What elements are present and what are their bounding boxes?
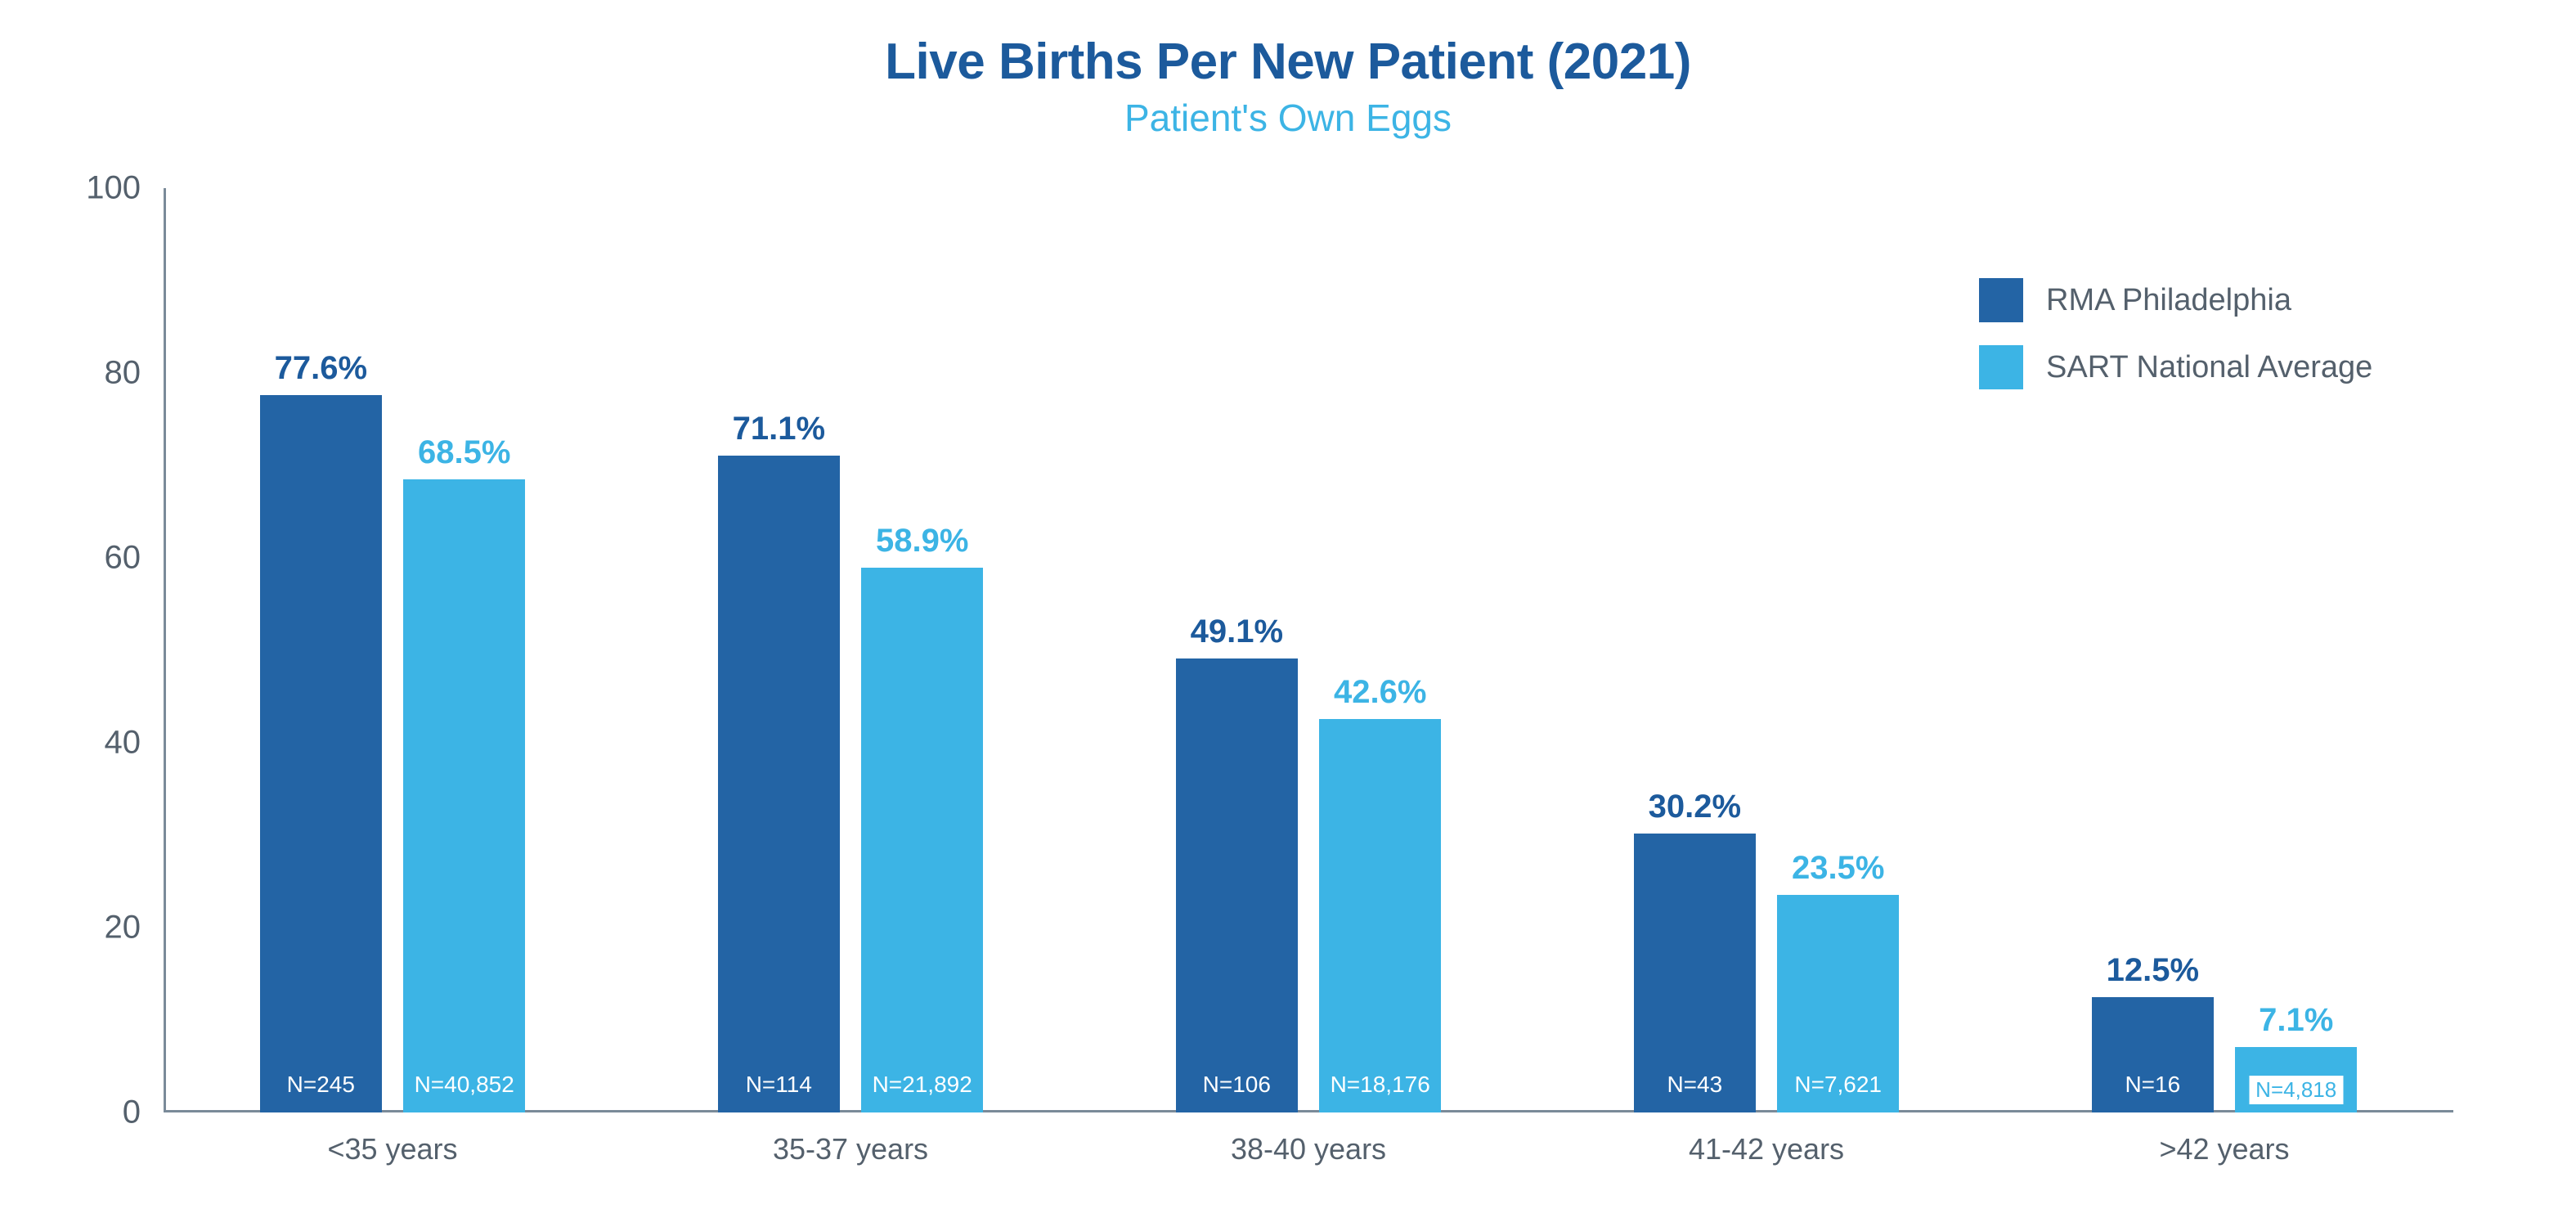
- bar-n-label: N=40,852: [415, 1072, 514, 1098]
- legend-item: SART National Average: [1979, 345, 2372, 389]
- chart-root: Live Births Per New Patient (2021) Patie…: [0, 0, 2576, 1227]
- chart-title: Live Births Per New Patient (2021): [0, 33, 2576, 91]
- bar-value-label: 49.1%: [1191, 614, 1283, 658]
- bar-n-label: N=106: [1203, 1072, 1271, 1098]
- chart-subtitle: Patient's Own Eggs: [0, 96, 2576, 140]
- bar-value-label: 30.2%: [1649, 789, 1741, 834]
- bar: 68.5%N=40,852: [403, 479, 525, 1112]
- bar-n-label: N=7,621: [1794, 1072, 1882, 1098]
- bar: 49.1%N=106: [1176, 658, 1298, 1112]
- bar-value-label: 23.5%: [1792, 850, 1884, 895]
- bar: 23.5%N=7,621: [1777, 895, 1899, 1112]
- y-tick-label: 40: [105, 725, 164, 762]
- bar-value-label: 68.5%: [418, 434, 510, 479]
- x-tick-label: >42 years: [2159, 1112, 2289, 1166]
- x-tick-label: <35 years: [327, 1112, 457, 1166]
- bar-n-label: N=21,892: [873, 1072, 972, 1098]
- legend-swatch: [1979, 278, 2023, 322]
- bar-value-label: 58.9%: [876, 523, 968, 568]
- bar-n-label: N=16: [2125, 1072, 2180, 1098]
- bar: 77.6%N=245: [260, 395, 382, 1112]
- legend-label: SART National Average: [2046, 350, 2372, 385]
- legend-item: RMA Philadelphia: [1979, 278, 2372, 322]
- legend: RMA Philadelphia SART National Average: [1979, 278, 2372, 412]
- bar-value-label: 71.1%: [733, 411, 825, 456]
- bar-value-label: 7.1%: [2259, 1002, 2333, 1047]
- x-tick-label: 35-37 years: [773, 1112, 928, 1166]
- bar-n-label: N=18,176: [1331, 1072, 1430, 1098]
- bar: 58.9%N=21,892: [861, 568, 983, 1112]
- x-tick-label: 41-42 years: [1689, 1112, 1844, 1166]
- x-tick-label: 38-40 years: [1231, 1112, 1386, 1166]
- y-tick-label: 60: [105, 540, 164, 577]
- bar-n-label-outside: N=4,818: [2247, 1074, 2345, 1106]
- bar-n-label: N=114: [746, 1072, 812, 1098]
- legend-swatch: [1979, 345, 2023, 389]
- y-tick-label: 20: [105, 910, 164, 946]
- bar-value-label: 42.6%: [1334, 674, 1426, 719]
- y-tick-label: 100: [86, 170, 164, 207]
- y-axis-line: [164, 188, 166, 1112]
- y-tick-label: 0: [123, 1094, 164, 1131]
- bar-n-label: N=245: [287, 1072, 355, 1098]
- legend-label: RMA Philadelphia: [2046, 283, 2291, 318]
- bar-value-label: 12.5%: [2107, 952, 2199, 997]
- bar: 12.5%N=16: [2092, 997, 2214, 1112]
- title-block: Live Births Per New Patient (2021) Patie…: [0, 33, 2576, 140]
- bar: 30.2%N=43: [1634, 834, 1756, 1112]
- bar-value-label: 77.6%: [275, 350, 367, 395]
- y-tick-label: 80: [105, 355, 164, 392]
- bar: 42.6%N=18,176: [1319, 719, 1441, 1112]
- bar: 71.1%N=114: [718, 456, 840, 1112]
- bar-n-label: N=43: [1667, 1072, 1722, 1098]
